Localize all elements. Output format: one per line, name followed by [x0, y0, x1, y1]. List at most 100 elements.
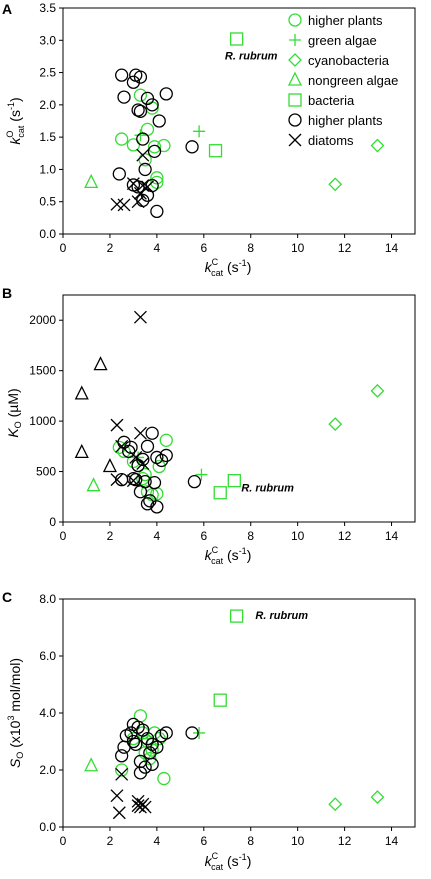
y-tick-label: 3.5 [39, 1, 56, 15]
y-tick-label: 6.0 [39, 649, 56, 663]
data-point [145, 426, 159, 440]
x-tick-label: 8 [247, 241, 254, 255]
legend-marker [289, 34, 301, 46]
data-point [117, 90, 131, 104]
x-tick-label: 12 [338, 241, 352, 255]
x-tick-label: 0 [60, 241, 67, 255]
data-point [115, 68, 129, 82]
y-tick-label: 0 [49, 515, 56, 529]
data-point [74, 385, 89, 400]
data-point [129, 472, 143, 487]
x-tick-label: 2 [107, 529, 114, 543]
data-point [110, 473, 124, 487]
data-point [126, 75, 141, 89]
data-point [140, 497, 155, 511]
data-point [136, 148, 150, 162]
annotation-label: R. rubrum [241, 483, 294, 495]
x-tick-label: 4 [154, 529, 161, 543]
x-tick-label: 14 [385, 529, 399, 543]
x-tick-label: 8 [247, 834, 254, 848]
data-point [159, 726, 173, 740]
data-point [115, 749, 129, 763]
data-point [110, 789, 124, 803]
y-ticks-a: 0.0 0.5 1.0 1.5 2.0 2.5 3.0 3.5 [39, 1, 63, 241]
plot-area-c [62, 598, 416, 828]
data-point [136, 457, 150, 470]
annotation-label: R. rubrum [225, 51, 278, 63]
data-point [154, 453, 169, 468]
y-tick-label: 1.5 [39, 130, 56, 144]
data-point [152, 459, 166, 474]
x-tick-label: 10 [291, 834, 305, 848]
x-tick-label: 0 [60, 834, 67, 848]
y-tick-label: 2.0 [39, 98, 56, 112]
y-tick-label: 8.0 [39, 592, 56, 606]
data-point [84, 757, 99, 772]
data-point [133, 709, 148, 723]
data-point [131, 103, 145, 117]
data-point [93, 356, 108, 371]
legend-marker [287, 71, 303, 86]
data-point [115, 439, 129, 453]
data-point [185, 140, 199, 154]
data-point [195, 468, 208, 481]
data-point [136, 132, 150, 146]
y-tick-label: 0.0 [39, 820, 56, 834]
x-tick-label: 2 [107, 834, 114, 848]
y-tick-label: 2.5 [39, 66, 56, 80]
data-point [126, 177, 140, 191]
data-point [133, 104, 148, 118]
data-point [126, 734, 141, 749]
x-tick-label: 14 [385, 834, 399, 848]
data-point [143, 751, 157, 766]
data-point [150, 500, 164, 514]
data-point [132, 451, 145, 464]
x-tick-label: 6 [200, 241, 207, 255]
data-point [145, 98, 159, 112]
data-point [74, 443, 89, 459]
x-tick-label: 6 [200, 834, 207, 848]
legend-a: higher plants green algae cyanobacteria non… [287, 13, 398, 148]
y-tick-label: 1500 [29, 364, 56, 378]
data-point [126, 474, 140, 488]
legend-marker [288, 53, 302, 67]
legend-label: diatoms [308, 133, 354, 148]
data-point [328, 797, 343, 812]
legend-marker [288, 93, 302, 107]
panel-letter-b: B [2, 285, 12, 301]
panel-letter-c: C [2, 589, 12, 605]
data-point [136, 723, 150, 737]
data-point [328, 177, 343, 192]
y-tick-label: 4.0 [39, 706, 56, 720]
data-point [133, 186, 147, 200]
data-point [133, 485, 148, 499]
x-tick-label: 10 [291, 529, 305, 543]
data-point [230, 609, 244, 623]
data-point [147, 144, 162, 158]
y-axis-title-a: kOcat (s-1) [5, 97, 26, 144]
legend-marker [288, 13, 302, 27]
annotations-b: R. rubrum [241, 483, 294, 495]
data-point [134, 129, 147, 142]
data-point [370, 383, 385, 398]
y-axis-title-c: SO (x103 mol/mol) [6, 658, 25, 768]
data-point [159, 448, 173, 463]
data-point [136, 452, 150, 467]
annotation-label: R. rubrum [255, 610, 308, 622]
x-tick-label: 6 [200, 529, 207, 543]
data-point [187, 474, 202, 489]
data-point [227, 473, 241, 488]
data-point [112, 806, 126, 820]
y-ticks-c: 0.0 2.0 4.0 6.0 8.0 [39, 592, 63, 834]
data-points-a [84, 32, 385, 219]
data-point [110, 418, 124, 432]
legend-label: green algae [308, 33, 377, 48]
legend-marker [288, 113, 302, 127]
data-point [133, 766, 148, 780]
legend-label: higher plants [308, 113, 383, 128]
x-axis-title-b: kC cat (s-1) [205, 545, 252, 566]
y-tick-label: 1.0 [39, 162, 56, 176]
y-ticks-b: 0 500 1000 1500 2000 [29, 313, 63, 529]
y-tick-label: 2.0 [39, 763, 56, 777]
legend-marker [288, 133, 302, 147]
